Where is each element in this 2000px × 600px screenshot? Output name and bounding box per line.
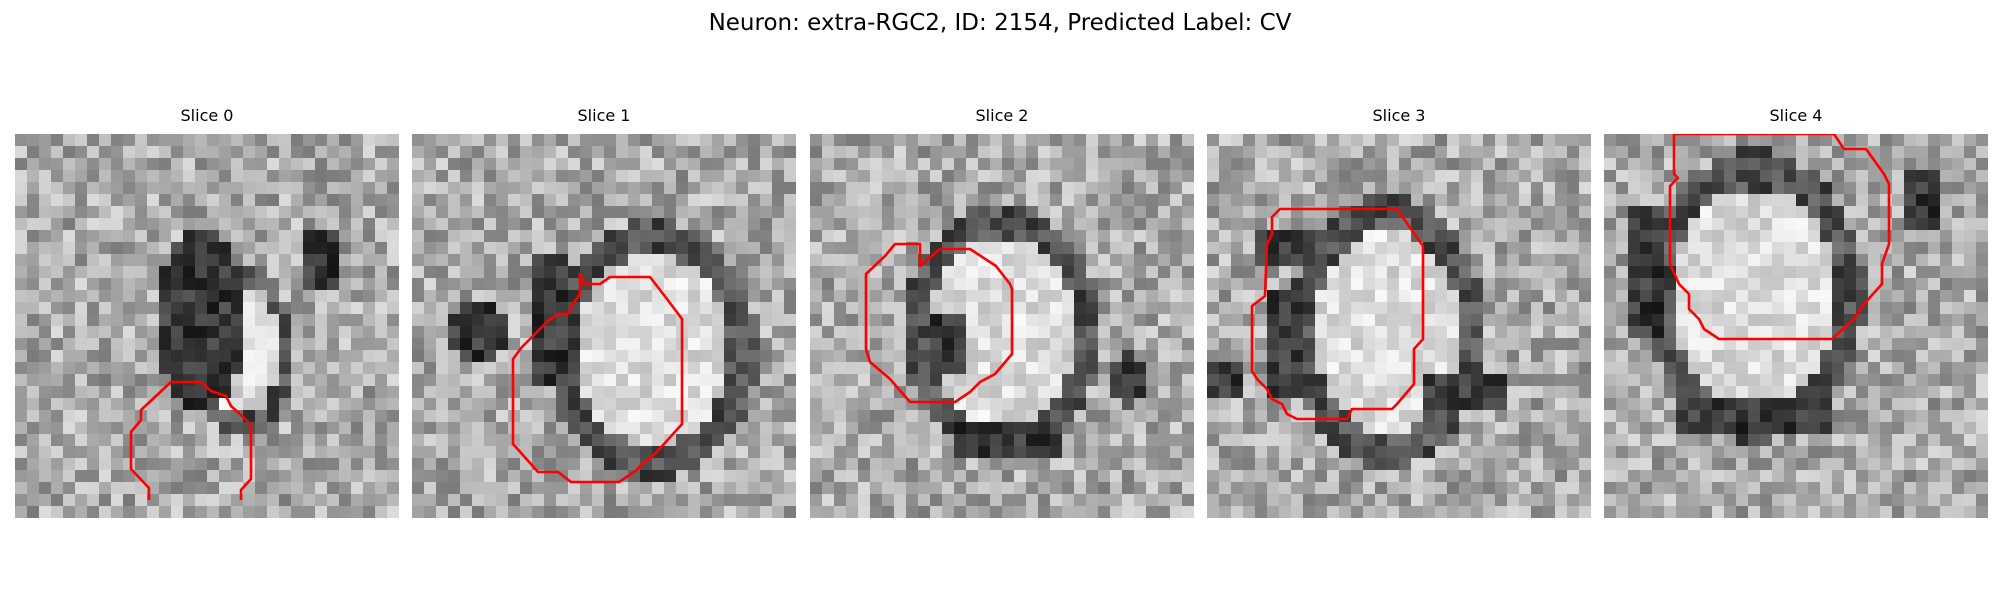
panel-slice-2: Slice 2	[810, 106, 1194, 518]
panel-title: Slice 3	[1372, 106, 1426, 125]
cell-contour	[129, 380, 253, 500]
cell-contour	[511, 272, 684, 484]
panel-slice-1: Slice 1	[412, 106, 796, 518]
panel-title: Slice 4	[1769, 106, 1823, 125]
pixel-grid	[1604, 134, 1988, 518]
cell-contour	[864, 242, 1014, 404]
em-slice-image	[810, 134, 1194, 518]
pixel-grid	[15, 134, 399, 518]
figure-title: Neuron: extra-RGC2, ID: 2154, Predicted …	[708, 10, 1292, 36]
panel-slice-3: Slice 3	[1207, 106, 1591, 518]
em-slice-image	[15, 134, 399, 518]
panel-slice-0: Slice 0	[15, 106, 399, 518]
panel-slice-4: Slice 4	[1604, 106, 1988, 518]
em-slice-image	[412, 134, 796, 518]
panel-title: Slice 1	[577, 106, 631, 125]
em-slice-image	[1207, 134, 1591, 518]
panel-title: Slice 0	[180, 106, 234, 125]
pixel-grid	[810, 134, 1194, 518]
pixel-grid	[412, 134, 796, 518]
pixel-grid	[1207, 134, 1591, 518]
em-slice-image	[1604, 134, 1988, 518]
panel-title: Slice 2	[975, 106, 1029, 125]
cell-contour	[1250, 207, 1425, 421]
cell-contour	[1668, 134, 1891, 341]
